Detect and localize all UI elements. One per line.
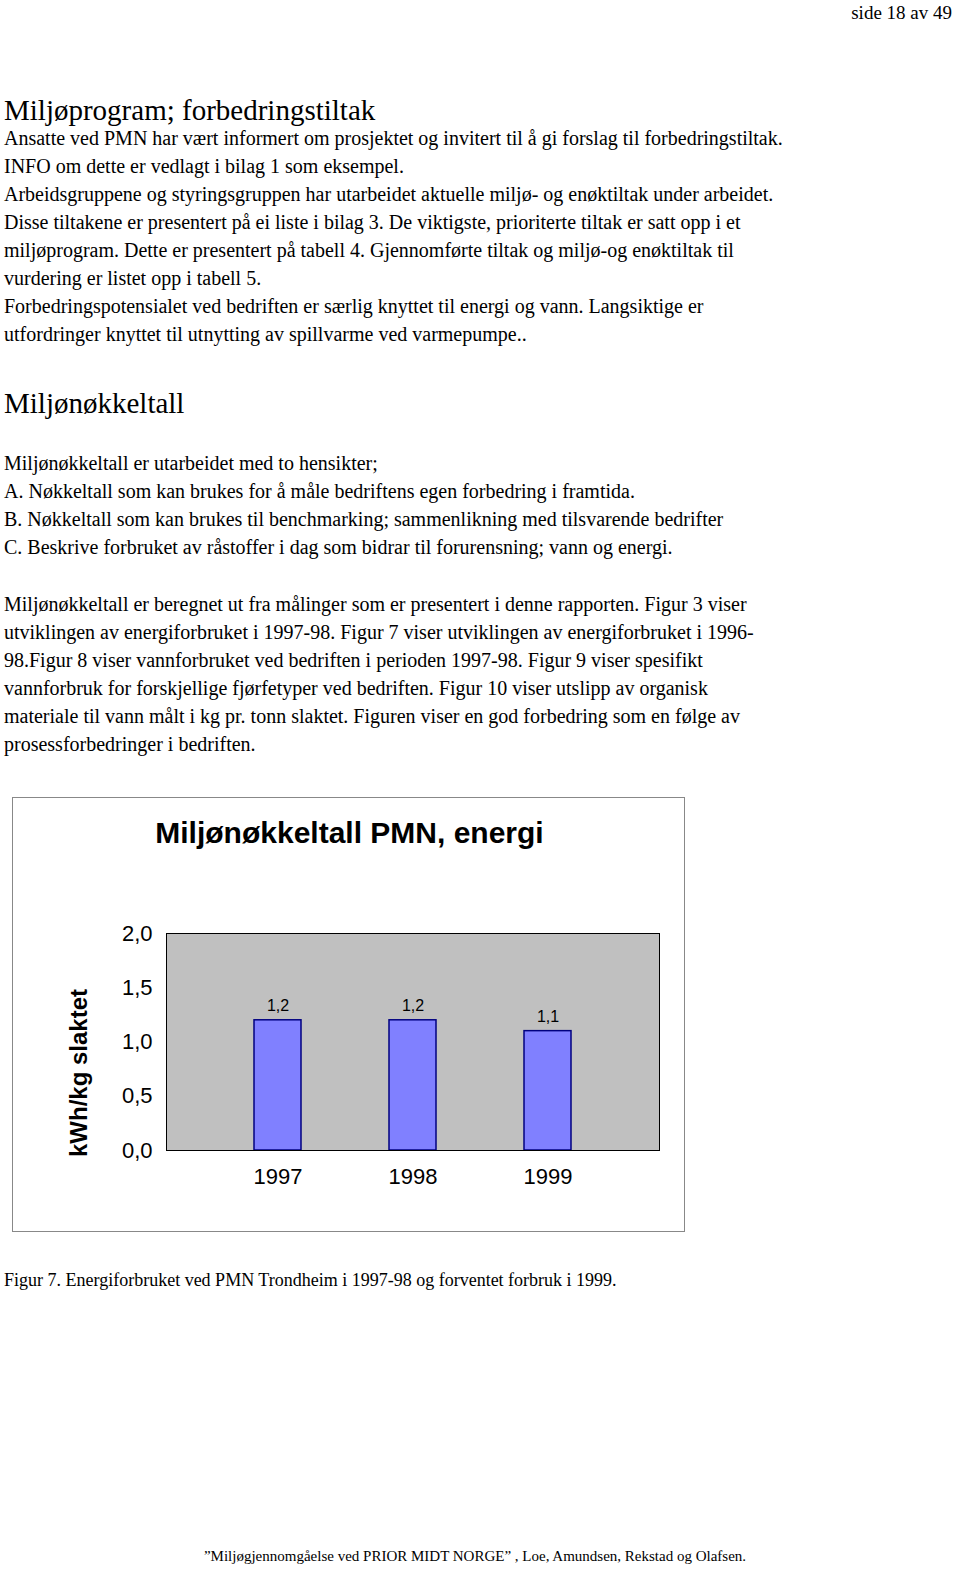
html-text:utfordringer knyttet til utnyt: utfordringer knyttet til utnytting av sp…	[4, 323, 527, 345]
svg-text:1,5: 1,5	[122, 975, 153, 1000]
html-text:Arbeidsgruppene og styringsgru: Arbeidsgruppene og styringsgruppen har u…	[4, 183, 774, 205]
html-text:”Miljøgjennomgåelse ved PRIOR: ”Miljøgjennomgåelse ved PRIOR MIDT NORGE…	[203, 1548, 747, 1564]
html-text:Figur 7. Energiforbruket ved P: Figur 7. Energiforbruket ved PMN Trondhe…	[4, 1270, 617, 1290]
svg-text:0,5: 0,5	[122, 1083, 153, 1108]
html-text:Disse tiltakene er presentert: Disse tiltakene er presentert på ei list…	[4, 211, 741, 233]
html-text:kWh/kg slaktet: kWh/kg slaktet	[65, 989, 92, 1157]
html-text:C. Beskrive forbruket av råsto: C. Beskrive forbruket av råstoffer i dag…	[4, 536, 673, 558]
html-text:side 18 av 49: side 18 av 49	[851, 2, 952, 23]
html-text:Forbedringspotensialet ved bed: Forbedringspotensialet ved bedriften er …	[4, 295, 704, 317]
html-text:prosessforbedringer i bedrifte: prosessforbedringer i bedriften.	[4, 733, 256, 755]
svg-text:1997: 1997	[254, 1164, 303, 1189]
html-text:materiale til vann målt i kg p: materiale til vann målt i kg pr. tonn sl…	[4, 705, 740, 727]
html-text:Miljøprogram; forbedringstilta: Miljøprogram; forbedringstiltak	[4, 94, 376, 126]
svg-text:1999: 1999	[524, 1164, 573, 1189]
html-text:utviklingen av energiforbruket: utviklingen av energiforbruket i 1997-98…	[4, 621, 754, 643]
html-text:INFO om dette er vedlagt i bil: INFO om dette er vedlagt i bilag 1 som e…	[4, 155, 404, 177]
svg-text:1998: 1998	[389, 1164, 438, 1189]
svg-text:1,2: 1,2	[267, 997, 289, 1014]
html-text:Ansatte ved PMN har vært infor: Ansatte ved PMN har vært informert om pr…	[4, 127, 783, 149]
html-text:vurdering er listet opp i tabe: vurdering er listet opp i tabell 5.	[4, 267, 262, 289]
html-text:98.Figur 8 viser vannforbruket: 98.Figur 8 viser vannforbruket ved bedri…	[4, 649, 703, 671]
html-text:Miljønøkkeltall: Miljønøkkeltall	[4, 387, 185, 419]
html-text:vannforbruk for forskjellige f: vannforbruk for forskjellige fjørfetyper…	[4, 677, 708, 699]
html-text:A. Nøkkeltall som kan brukes f: A. Nøkkeltall som kan brukes for å måle …	[4, 480, 635, 502]
html-text:Miljønøkkeltall PMN, energi: Miljønøkkeltall PMN, energi	[155, 816, 544, 849]
svg-text:1,0: 1,0	[122, 1029, 153, 1054]
svg-text:0,0: 0,0	[122, 1138, 153, 1163]
html-text:B. Nøkkeltall som kan brukes t: B. Nøkkeltall som kan brukes til benchma…	[4, 508, 724, 530]
svg-text:2,0: 2,0	[122, 921, 153, 946]
svg-text:1,1: 1,1	[537, 1008, 559, 1025]
html-text:miljøprogram. Dette er present: miljøprogram. Dette er presentert på tab…	[4, 239, 734, 261]
html-text:Miljønøkkeltall er utarbeidet: Miljønøkkeltall er utarbeidet med to hen…	[4, 452, 378, 474]
svg-text:1,2: 1,2	[402, 997, 424, 1014]
html-text:Miljønøkkeltall er beregnet ut: Miljønøkkeltall er beregnet ut fra målin…	[4, 593, 747, 615]
